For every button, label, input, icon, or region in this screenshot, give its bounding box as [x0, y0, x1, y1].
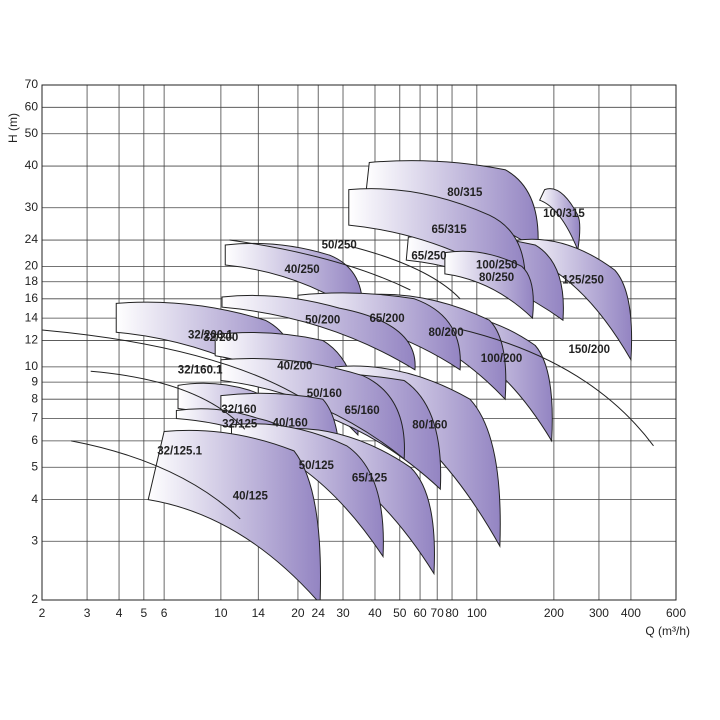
region-label: 80/250: [479, 272, 514, 284]
x-tick-label: 5: [141, 606, 148, 620]
region-label: 50/160: [307, 388, 342, 400]
x-tick-label: 2: [39, 606, 46, 620]
pump-curve: [458, 328, 654, 447]
region-label: 100/250: [476, 260, 518, 272]
y-tick-label: 2: [31, 592, 38, 606]
y-tick-label: 8: [31, 391, 38, 405]
region-label: 80/160: [412, 420, 447, 432]
curve-label: 50/250: [322, 239, 357, 251]
pump-curve: [350, 245, 461, 300]
region-label: 80/315: [447, 187, 483, 199]
x-tick-label: 24: [312, 606, 326, 620]
x-tick-label: 70: [431, 606, 445, 620]
pump-region: [348, 188, 526, 291]
region-label: 50/200: [305, 315, 340, 327]
x-tick-label: 10: [214, 606, 228, 620]
y-tick-label: 14: [25, 310, 39, 324]
region-label: 40/250: [284, 264, 319, 276]
y-tick-label: 18: [25, 274, 39, 288]
x-tick-label: 600: [666, 606, 686, 620]
region-label: 65/200: [369, 313, 404, 325]
region-label: 65/125: [352, 472, 388, 484]
curve-label: 32/160.1: [178, 365, 223, 377]
pump-region: [444, 250, 534, 320]
plot-area: [42, 160, 654, 600]
curve-label: 150/200: [568, 344, 610, 356]
x-tick-label: 3: [84, 606, 91, 620]
x-tick-label: 30: [336, 606, 350, 620]
y-tick-label: 10: [25, 359, 39, 373]
region-label: 80/200: [429, 327, 464, 339]
y-tick-label: 12: [25, 333, 39, 347]
labels: 2 3 4 5 6 10 14 20 24 30 40 50 60 70 80 100 200 300 400 600…: [25, 77, 687, 620]
y-tick-label: 60: [25, 100, 39, 114]
curve-label: 65/250: [411, 250, 446, 262]
y-tick-label: 24: [25, 232, 39, 246]
pump-region: [221, 294, 416, 371]
region-label: 125/250: [562, 275, 604, 287]
curve-label: 32/200.1: [188, 329, 233, 341]
x-tick-label: 20: [291, 606, 305, 620]
x-tick-label: 50: [393, 606, 407, 620]
x-tick-label: 40: [368, 606, 382, 620]
y-tick-label: 20: [25, 259, 39, 273]
pump-region: [538, 188, 581, 252]
y-tick-label: 3: [31, 533, 38, 547]
y-tick-label: 50: [25, 126, 39, 140]
y-tick-label: 40: [25, 158, 39, 172]
region-label: 50/125: [299, 460, 335, 472]
x-tick-label: 400: [621, 606, 641, 620]
pump-curve: [71, 440, 241, 520]
y-tick-label: 7: [31, 411, 38, 425]
x-axis-label: Q (m³/h): [645, 624, 690, 638]
y-tick-label: 16: [25, 291, 39, 305]
region-label: 40/200: [277, 360, 312, 372]
pump-curve: [90, 370, 246, 430]
y-tick-label: 5: [31, 459, 38, 473]
pump-curve: [229, 239, 411, 291]
y-tick-label: 30: [25, 200, 39, 214]
x-tick-label: 300: [589, 606, 609, 620]
x-tick-label: 60: [413, 606, 427, 620]
pump-region: [224, 242, 363, 316]
pump-region: [513, 238, 633, 362]
x-tick-label: 6: [161, 606, 168, 620]
region-label: 32/125: [222, 419, 258, 431]
region-label: 32/160: [221, 404, 256, 416]
region-label: 100/315: [543, 208, 585, 220]
region-label: 40/160: [273, 418, 308, 430]
plot-frame: [41, 84, 677, 601]
region-label: 40/125: [233, 490, 269, 502]
y-tick-label: 9: [31, 374, 38, 388]
x-tick-label: 80: [445, 606, 459, 620]
region-label: 100/200: [481, 353, 523, 365]
y-tick-label: 70: [25, 77, 39, 91]
region-label: 32/200: [203, 332, 238, 344]
y-axis-label: H (m): [6, 113, 20, 143]
region-label: 65/315: [431, 224, 467, 236]
pump-region: [147, 429, 321, 600]
y-tick-label: 4: [31, 492, 38, 506]
region-label: 65/160: [345, 405, 380, 417]
x-tick-label: 4: [116, 606, 123, 620]
x-tick-label: 14: [252, 606, 266, 620]
curve-label: 32/125.1: [157, 446, 202, 458]
y-tick-label: 6: [31, 433, 38, 447]
pump-curve: [42, 329, 299, 397]
x-tick-label: 100: [467, 606, 487, 620]
x-tick-label: 200: [544, 606, 564, 620]
